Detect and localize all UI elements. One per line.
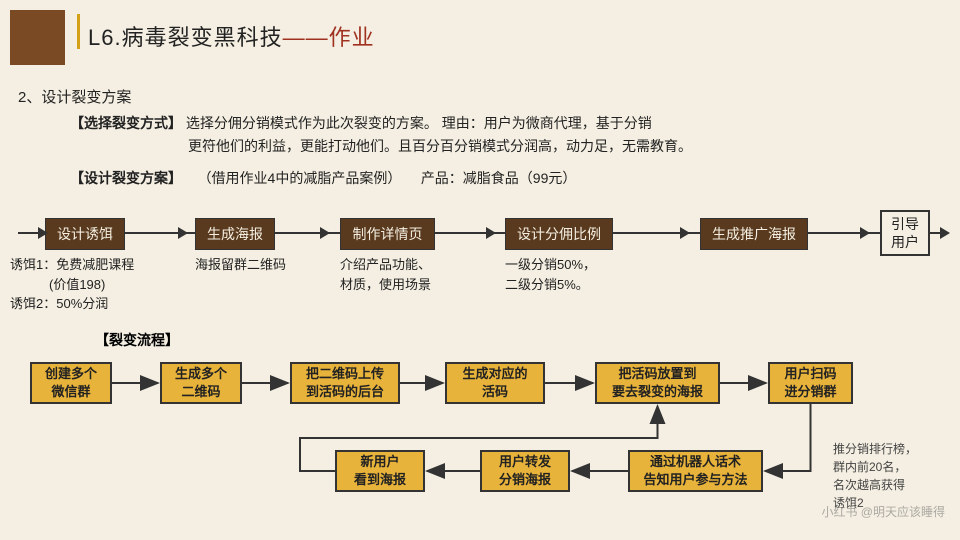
- row1-step-2: 制作详情页: [340, 218, 435, 250]
- header-accent-bar: [77, 14, 80, 49]
- row1-arrow-1: [178, 227, 188, 239]
- header-accent-block: [10, 10, 65, 65]
- row1-arrow-end: [940, 227, 950, 239]
- flow-step-r2-0: 创建多个微信群: [30, 362, 112, 404]
- row1-caption-3: 一级分销50%，二级分销5%。: [505, 255, 596, 294]
- row1-caption-2: 介绍产品功能、材质，使用场景: [340, 255, 431, 294]
- row1-step-final: 引导用户: [880, 210, 930, 256]
- flow-step-r2-5: 用户扫码进分销群: [768, 362, 853, 404]
- page-title: L6.病毒裂变黑科技——作业: [88, 20, 375, 52]
- flow-step-r3-1: 用户转发分销海报: [480, 450, 570, 492]
- row1-caption-0: 诱饵1：免费减肥课程 (价值198)诱饵2：50%分润: [10, 255, 134, 314]
- row1-step-1: 生成海报: [195, 218, 275, 250]
- flow-step-r2-1: 生成多个二维码: [160, 362, 242, 404]
- section2-label: 【设计裂变方案】: [70, 170, 182, 186]
- title-dash: ——: [283, 25, 329, 50]
- flow-step-r2-3: 生成对应的活码: [445, 362, 545, 404]
- side-note: 推分销排行榜，群内前20名，名次越高获得诱饵2: [833, 440, 917, 512]
- section2: 【设计裂变方案】 （借用作业4中的减脂产品案例） 产品：减脂食品（99元）: [70, 168, 576, 188]
- title-main: 病毒裂变黑科技: [122, 25, 283, 50]
- row1-arrow-4: [680, 227, 690, 239]
- row1-arrow-5: [860, 227, 870, 239]
- section2-text-b: 产品：减脂食品（99元）: [421, 170, 577, 186]
- flow-step-r3-2: 通过机器人话术告知用户参与方法: [628, 450, 763, 492]
- section1-text-b: 更符他们的利益，更能打动他们。且百分百分销模式分润高，动力足，无需教育。: [188, 136, 692, 156]
- watermark: 小红书 @明天应该睡得: [821, 503, 945, 520]
- row1-arrow-0: [38, 227, 48, 239]
- row1-caption-1: 海报留群二维码: [195, 255, 286, 275]
- section1-text-a: 选择分佣分销模式作为此次裂变的方案。 理由：用户为微商代理，基于分销: [186, 115, 652, 131]
- flow-step-r3-0: 新用户看到海报: [335, 450, 425, 492]
- row1-step-0: 设计诱饵: [45, 218, 125, 250]
- section1-label: 【选择裂变方式】: [70, 115, 182, 131]
- title-prefix: L6.: [88, 25, 122, 50]
- row1-step-3: 设计分佣比例: [505, 218, 613, 250]
- flow-step-r2-2: 把二维码上传到活码的后台: [290, 362, 400, 404]
- row1-step-4: 生成推广海报: [700, 218, 808, 250]
- title-suffix: 作业: [329, 25, 375, 50]
- section-number: 2、设计裂变方案: [18, 86, 131, 107]
- section2-text-a: （借用作业4中的减脂产品案例）: [198, 170, 402, 186]
- section1: 【选择裂变方式】 选择分佣分销模式作为此次裂变的方案。 理由：用户为微商代理，基…: [70, 113, 652, 133]
- row1-arrow-2: [320, 227, 330, 239]
- flow-label: 【裂变流程】: [95, 330, 179, 350]
- row1-arrow-3: [486, 227, 496, 239]
- flow-step-r2-4: 把活码放置到要去裂变的海报: [595, 362, 720, 404]
